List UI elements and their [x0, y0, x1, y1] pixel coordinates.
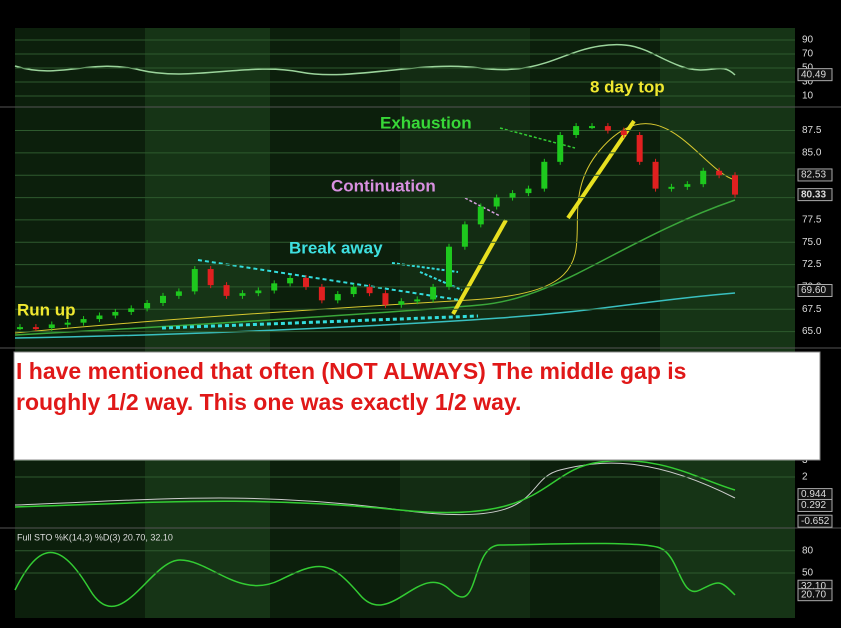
candle	[430, 286, 437, 300]
candle	[700, 170, 707, 185]
candle	[652, 161, 659, 189]
y-tick-label: 77.5	[802, 215, 822, 226]
annotation: Break away	[289, 238, 383, 257]
candle	[318, 286, 325, 301]
value-badge	[797, 514, 833, 528]
candle	[239, 293, 246, 296]
value-badge	[797, 168, 833, 182]
candle	[636, 135, 643, 162]
note-box	[13, 351, 821, 461]
annotation: Continuation	[331, 176, 436, 195]
annotation: Run up	[17, 300, 76, 319]
y-tick-label: 72.5	[802, 259, 822, 270]
candle	[207, 269, 214, 286]
candle	[160, 295, 166, 304]
y-tick-label: 87.5	[802, 125, 822, 136]
y-tick-label: 70	[802, 49, 814, 60]
candle	[271, 283, 278, 291]
value-badge	[797, 188, 833, 202]
candle	[350, 286, 357, 295]
value-badge-label: -0.652	[801, 516, 830, 527]
candle	[80, 319, 87, 323]
candle	[303, 277, 309, 287]
value-badge-label: 82.53	[801, 170, 826, 181]
value-badge-label: 69.60	[801, 285, 826, 296]
candle	[175, 291, 182, 296]
candle	[112, 311, 119, 316]
y-tick-label: 2	[802, 472, 808, 483]
candle	[287, 277, 294, 284]
candle	[191, 269, 198, 292]
candle	[96, 315, 103, 320]
value-badge-label: 0.944	[801, 489, 826, 500]
candle	[493, 197, 500, 207]
y-tick-label: 67.5	[802, 304, 822, 315]
sto-lines	[14, 542, 736, 608]
candle	[509, 193, 516, 198]
y-tick-label: 90	[802, 35, 814, 46]
candle	[589, 126, 595, 129]
y-tick-label: 10	[802, 91, 814, 102]
candle	[732, 175, 738, 195]
value-badge	[797, 588, 833, 602]
rsi-line	[14, 43, 736, 76]
candle	[557, 135, 564, 162]
annotation: 8 day top	[590, 77, 665, 96]
candle	[525, 188, 532, 194]
y-tick-label: 50	[802, 568, 814, 579]
candle	[668, 186, 675, 189]
candle	[414, 299, 421, 302]
value-badge-label: 20.70	[801, 589, 826, 600]
candle	[446, 246, 452, 287]
y-tick-label: 85.0	[802, 148, 822, 159]
trend-drawings	[161, 119, 636, 330]
note-line: roughly 1/2 way. This one was exactly 1/…	[16, 389, 521, 415]
candle	[255, 290, 262, 294]
value-badge-label: 80.33	[801, 189, 826, 200]
candle	[144, 303, 151, 309]
moving-averages	[14, 123, 736, 339]
sto-title: Full STO %K(14,3) %D(3) 20.70, 32.10	[17, 532, 173, 542]
candle	[477, 206, 484, 225]
candle	[32, 327, 39, 330]
candle	[461, 224, 468, 247]
value-badge-label: 0.292	[801, 500, 826, 511]
candle	[223, 285, 230, 296]
y-tick-label: 75.0	[802, 237, 822, 248]
value-badge	[797, 283, 833, 297]
candle	[334, 294, 341, 301]
value-badge	[797, 498, 833, 512]
value-badge	[797, 68, 833, 82]
y-tick-label: 50	[802, 63, 814, 74]
candle	[716, 170, 723, 176]
candle	[48, 324, 55, 329]
candle	[573, 126, 580, 136]
y-tick-label: 30	[802, 77, 814, 88]
candle	[128, 308, 135, 312]
value-badge-label: 32.10	[801, 581, 826, 592]
annotation: Exhaustion	[380, 113, 472, 132]
candle	[17, 327, 23, 330]
candle	[604, 126, 611, 131]
candle	[366, 286, 373, 294]
note-line: I have mentioned that often (NOT ALWAYS)…	[16, 358, 686, 384]
candle	[64, 322, 71, 325]
value-badge-label: 40.49	[801, 69, 826, 80]
candle	[684, 184, 691, 187]
y-tick-label: 65.0	[802, 326, 822, 337]
candle	[398, 301, 405, 305]
y-tick-label: 80	[802, 545, 814, 556]
macd-lines	[14, 459, 736, 516]
candle	[382, 293, 389, 305]
candle	[541, 161, 548, 189]
candle	[620, 130, 627, 136]
